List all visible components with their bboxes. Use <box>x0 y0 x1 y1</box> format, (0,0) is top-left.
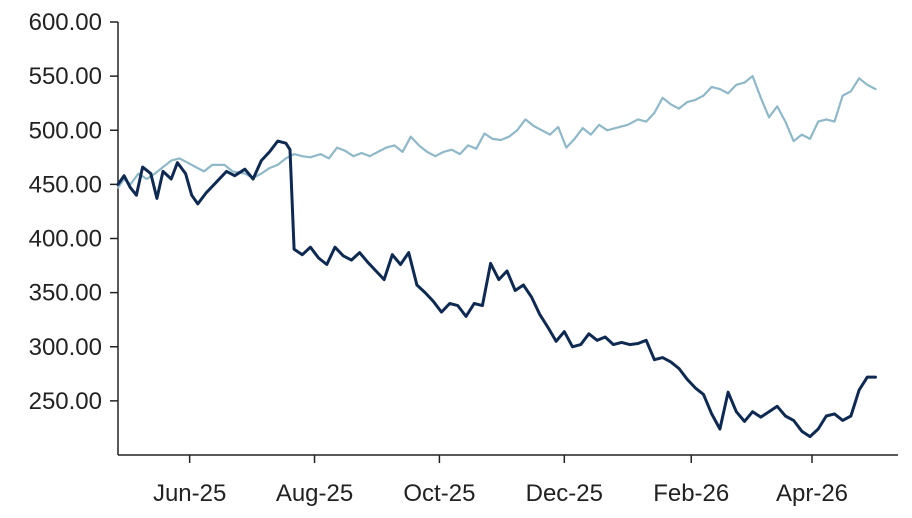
series-layer <box>116 74 877 439</box>
y-tick-label: 350.00 <box>29 280 102 307</box>
series-2-line <box>116 139 877 439</box>
x-tick-label: Oct-25 <box>403 480 475 507</box>
y-axis: 250.00 300.00 350.00 400.00 450.00 500.00 550.… <box>29 9 119 455</box>
x-tick-label: Aug-25 <box>276 480 353 507</box>
y-tick-label: 500.00 <box>29 117 102 144</box>
y-tick-label: 400.00 <box>29 226 102 253</box>
x-tick-label: Jun-25 <box>153 480 226 507</box>
y-tick-label: 600.00 <box>29 9 102 36</box>
y-tick-label: 250.00 <box>29 388 102 415</box>
y-tick-label: 300.00 <box>29 334 102 361</box>
series-1-line <box>116 74 877 189</box>
x-tick-label: Dec-25 <box>526 480 603 507</box>
y-tick-label: 550.00 <box>29 63 102 90</box>
y-tick-label: 450.00 <box>29 171 102 198</box>
x-axis: Jun-25 Aug-25 Oct-25 Dec-25 Feb-26 Apr-26 <box>118 454 898 507</box>
x-tick-label: Feb-26 <box>653 480 729 507</box>
x-tick-label: Apr-26 <box>776 480 848 507</box>
